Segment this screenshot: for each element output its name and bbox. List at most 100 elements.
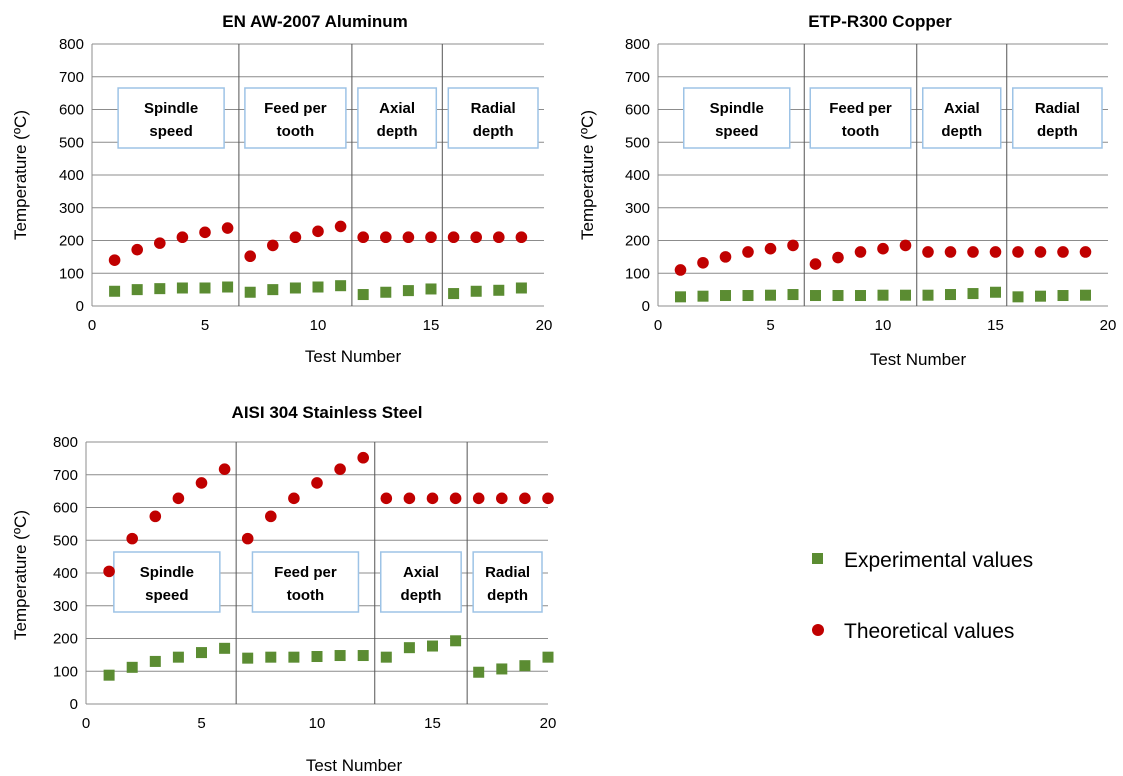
x-tick-label: 0 [654, 317, 662, 334]
theoretical-point [241, 532, 254, 545]
y-tick-label: 200 [53, 631, 78, 648]
experimental-point [945, 289, 956, 301]
y-tick-label: 800 [625, 36, 650, 53]
chart-copper: ETP-R300 Copper Test Number Temperature … [578, 12, 1116, 369]
experimental-point [402, 285, 414, 297]
group-label-text: depth [473, 123, 514, 140]
x-tick-label: 15 [423, 317, 440, 334]
theoretical-point [176, 231, 189, 244]
experimental-point [265, 651, 277, 663]
theoretical-point [809, 258, 822, 270]
theoretical-point [493, 231, 505, 244]
theoretical-point [1079, 246, 1092, 258]
theoretical-point [515, 231, 528, 244]
experimental-point [425, 283, 437, 295]
group-label-text: tooth [277, 123, 314, 140]
y-tick-label: 600 [625, 102, 650, 119]
y-tick-label: 500 [625, 134, 650, 151]
theoretical-point [944, 246, 957, 258]
theoretical-point [199, 226, 211, 239]
theoretical-point [380, 231, 392, 244]
experimental-point [244, 286, 256, 298]
y-tick-label: 100 [53, 663, 78, 680]
theoretical-point [967, 246, 979, 258]
group-label-text: depth [487, 587, 528, 604]
theoretical-point [1012, 246, 1024, 258]
experimental-point [126, 661, 138, 673]
group-label-box [683, 87, 791, 149]
chart-title: AISI 304 Stainless Steel [232, 403, 423, 422]
experimental-point [1057, 290, 1069, 302]
experimental-point [832, 290, 844, 302]
y-tick-label: 200 [59, 233, 84, 250]
theoretical-point [154, 237, 166, 249]
experimental-point [334, 650, 346, 662]
theoretical-point [719, 251, 732, 263]
group-label-text: Feed per [274, 564, 337, 581]
y-tick-label: 800 [53, 434, 78, 451]
theoretical-point [447, 231, 460, 244]
experimental-point [470, 285, 482, 297]
theoretical-point [221, 222, 234, 234]
group-label-text: Axial [379, 100, 415, 117]
experimental-point [448, 288, 460, 300]
theoretical-point [267, 239, 279, 252]
theoretical-point [426, 492, 439, 505]
experimental-point [380, 286, 392, 298]
x-tick-label: 5 [766, 317, 774, 334]
theoretical-point [899, 239, 912, 252]
group-label-box [1012, 87, 1103, 149]
experimental-point [787, 289, 799, 301]
experimental-point [967, 288, 979, 300]
experimental-point [176, 282, 188, 294]
legend-marker-experimental [812, 553, 823, 564]
group-label-box [809, 87, 912, 149]
theoretical-point [289, 231, 302, 244]
experimental-point [473, 666, 485, 678]
theoretical-point [449, 492, 462, 505]
y-tick-label: 100 [59, 265, 84, 282]
group-label-text: Spindle [140, 564, 194, 581]
group-label-text: Feed per [264, 100, 327, 117]
y-tick-label: 500 [59, 134, 84, 151]
group-label-text: Radial [485, 564, 530, 581]
x-tick-label: 5 [201, 317, 209, 334]
theoretical-point [103, 565, 115, 578]
theoretical-point [195, 477, 208, 489]
theoretical-point [149, 510, 162, 523]
theoretical-point [764, 242, 777, 255]
theoretical-point [357, 451, 370, 464]
chart-title: ETP-R300 Copper [808, 12, 952, 31]
experimental-point [542, 651, 554, 663]
group-label-text: Spindle [144, 100, 198, 117]
theoretical-point [311, 477, 323, 489]
x-tick-label: 15 [424, 715, 441, 732]
group-label-text: tooth [842, 123, 879, 140]
y-tick-label: 0 [76, 298, 84, 315]
y-tick-label: 200 [625, 233, 650, 250]
theoretical-point [126, 532, 138, 545]
group-label-text: Feed per [829, 100, 892, 117]
group-label-box [380, 551, 462, 613]
experimental-point [154, 283, 166, 295]
theoretical-point [989, 246, 1002, 258]
theoretical-point [402, 231, 415, 244]
y-tick-label: 400 [59, 167, 84, 184]
y-axis-label: Temperature (ºC) [11, 510, 30, 640]
experimental-point [922, 289, 934, 301]
theoretical-point [877, 242, 889, 255]
y-tick-label: 700 [53, 467, 78, 484]
y-tick-label: 300 [59, 200, 84, 217]
x-tick-label: 10 [310, 317, 327, 334]
theoretical-point [403, 492, 416, 505]
experimental-point [267, 284, 279, 296]
group-label-text: Axial [403, 564, 439, 581]
y-tick-label: 400 [53, 565, 78, 582]
x-tick-label: 0 [88, 317, 96, 334]
theoretical-point [1034, 246, 1047, 258]
x-tick-label: 20 [540, 715, 557, 732]
theoretical-point [470, 231, 483, 244]
experimental-point [222, 281, 234, 293]
experimental-point [765, 289, 776, 301]
